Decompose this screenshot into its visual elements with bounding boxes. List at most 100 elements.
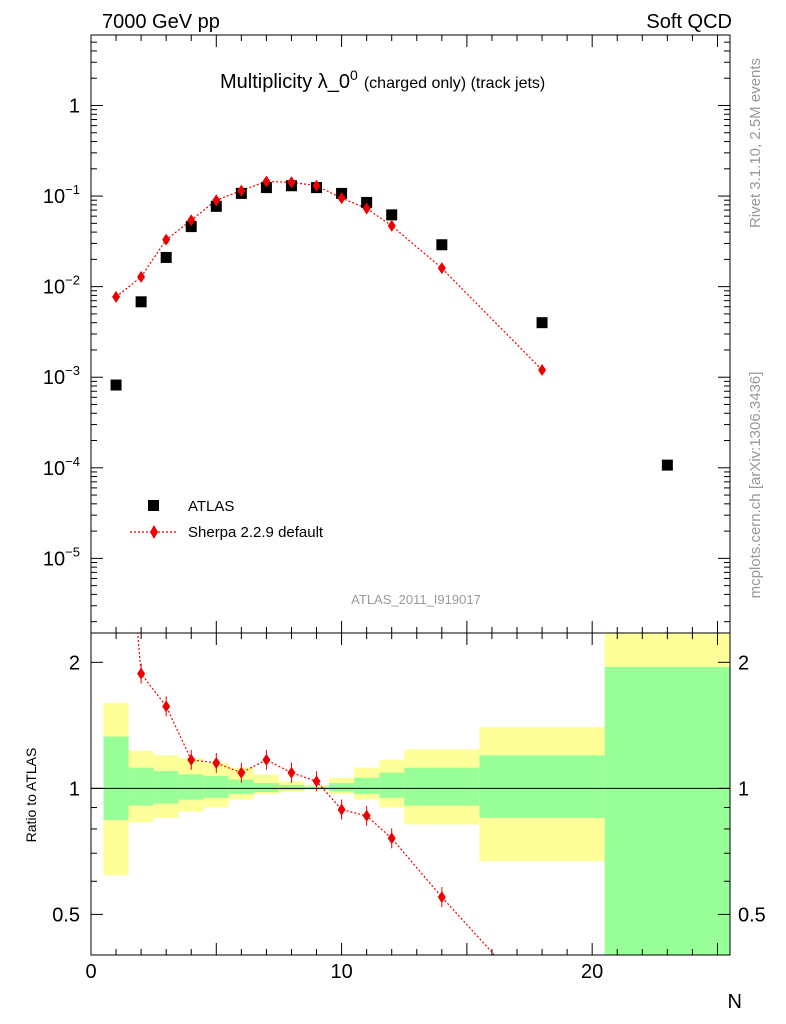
- ratio-data-point: [212, 756, 221, 769]
- ratio-data-point: [287, 766, 296, 779]
- main-y-tick-label: 10−3: [43, 363, 80, 389]
- sherpa-data-point: [112, 290, 121, 303]
- ratio-data-point: [437, 891, 446, 904]
- x-tick-label: 20: [581, 961, 603, 983]
- main-y-tick-label: 10−2: [43, 273, 80, 299]
- plot-title-superscript: 0: [350, 67, 358, 83]
- main-y-tick-label: 10−5: [43, 544, 80, 570]
- main-y-tick-label: 10−4: [43, 454, 80, 480]
- main-plot-data: [110, 175, 673, 471]
- ratio-data-point: [312, 775, 321, 788]
- ratio-data-point: [137, 667, 146, 680]
- ratio-uncertainty-bands: [103, 633, 730, 955]
- ratio-data-point: [362, 809, 371, 822]
- x-axis-label: N: [728, 991, 742, 1013]
- sherpa-data-point: [312, 179, 321, 192]
- legend-atlas-label: ATLAS: [188, 498, 234, 515]
- main-y-tick-label: 1: [69, 95, 80, 117]
- main-y-tick-label-exponent: −2: [65, 273, 80, 288]
- atlas-data-point: [260, 182, 272, 194]
- main-y-tick-label-base: 10: [43, 367, 65, 389]
- main-y-tick-label-exponent: −4: [65, 454, 80, 469]
- rivet-version-label: Rivet 3.1.10, 2.5M events: [747, 58, 764, 228]
- ratio-green-band: [329, 782, 355, 792]
- ratio-sherpa-line: [137, 633, 496, 955]
- ratio-data-point: [262, 753, 271, 766]
- ratio-data-point: [187, 753, 196, 766]
- ratio-green-band: [178, 774, 204, 800]
- ratio-green-band: [354, 777, 380, 794]
- plot-title: Multiplicity λ_00 (charged only) (track j…: [220, 67, 545, 93]
- sherpa-line: [115, 180, 543, 371]
- sherpa-data-point: [387, 219, 396, 232]
- atlas-data-point: [536, 317, 548, 329]
- legend-atlas-marker: [148, 500, 159, 511]
- main-axis-ticks: [90, 34, 730, 633]
- atlas-data-point: [386, 209, 398, 221]
- source-label: mcplots.cern.ch [arXiv:1306.3436]: [747, 372, 764, 599]
- main-plot-frame: [90, 34, 731, 634]
- atlas-data-point: [210, 200, 222, 212]
- sherpa-data-point: [262, 175, 271, 188]
- ratio-green-band: [203, 776, 229, 798]
- atlas-data-point: [160, 251, 172, 263]
- ratio-data-point: [237, 766, 246, 779]
- sherpa-data-point: [437, 262, 446, 275]
- main-y-tick-label-base: 10: [43, 548, 65, 570]
- main-y-tick-label-base: 10: [43, 277, 65, 299]
- ratio-y-tick-label-left: 0.5: [52, 904, 80, 926]
- ratio-green-band: [103, 736, 129, 821]
- x-tick-label: 0: [85, 961, 96, 983]
- sherpa-data-point: [162, 233, 171, 246]
- legend-sherpa-label: Sherpa 2.2.9 default: [188, 524, 324, 541]
- atlas-data-point: [661, 459, 673, 471]
- sherpa-data-point: [137, 270, 146, 283]
- plot-title-main: Multiplicity λ_0: [220, 71, 350, 93]
- ratio-data-point: [538, 1001, 546, 1013]
- analysis-label: ATLAS_2011_I919017: [351, 592, 481, 607]
- ratio-green-band: [404, 767, 480, 806]
- main-y-tick-labels: 110−110−210−310−410−5: [43, 95, 80, 570]
- process-label: Soft QCD: [646, 11, 732, 33]
- ratio-green-band: [479, 755, 605, 818]
- legend-sherpa-marker: [150, 525, 158, 539]
- main-y-tick-label-base: 10: [43, 458, 65, 480]
- atlas-data-point: [185, 221, 197, 233]
- ratio-plot-data: [137, 633, 546, 1013]
- ratio-y-tick-label-left: 2: [69, 652, 80, 674]
- ratio-plot-frame: [90, 632, 731, 956]
- sherpa-data-point: [337, 192, 346, 205]
- ratio-y-tick-label-left: 1: [69, 778, 80, 800]
- ratio-y-axis-label: Ratio to ATLAS: [23, 748, 39, 843]
- main-y-tick-label-exponent: −5: [65, 544, 80, 559]
- ratio-green-band: [253, 782, 279, 793]
- sherpa-data-point: [538, 364, 547, 377]
- atlas-data-point: [110, 379, 122, 391]
- ratio-y-tick-label-right: 2: [738, 652, 749, 674]
- ratio-data-point: [337, 803, 346, 816]
- legend: ATLAS Sherpa 2.2.9 default: [130, 498, 324, 541]
- main-y-tick-label-base: 10: [43, 186, 65, 208]
- main-y-tick-label: 10−1: [43, 182, 80, 208]
- ratio-y-tick-label-right: 0.5: [738, 904, 766, 926]
- atlas-data-point: [436, 239, 448, 251]
- ratio-tick-labels: 0.5 0.51 12 20 10 20: [52, 652, 766, 983]
- ratio-green-band: [379, 772, 405, 798]
- sherpa-data-point: [212, 194, 221, 207]
- ratio-data-point: [162, 700, 171, 713]
- energy-label: 7000 GeV pp: [102, 11, 220, 33]
- main-y-tick-label-exponent: −1: [65, 182, 80, 197]
- x-tick-label: 10: [330, 961, 352, 983]
- ratio-axis-ticks: [90, 633, 730, 956]
- ratio-green-band: [128, 767, 154, 806]
- sherpa-data-point: [187, 214, 196, 227]
- ratio-green-band: [228, 779, 254, 794]
- atlas-data-point: [135, 296, 147, 308]
- main-y-tick-label-exponent: −3: [65, 363, 80, 378]
- ratio-green-band: [604, 666, 730, 955]
- sherpa-data-point: [287, 176, 296, 189]
- ratio-data-point: [387, 832, 396, 845]
- plot-title-suffix: (charged only) (track jets): [364, 75, 545, 92]
- sherpa-data-point: [237, 184, 246, 197]
